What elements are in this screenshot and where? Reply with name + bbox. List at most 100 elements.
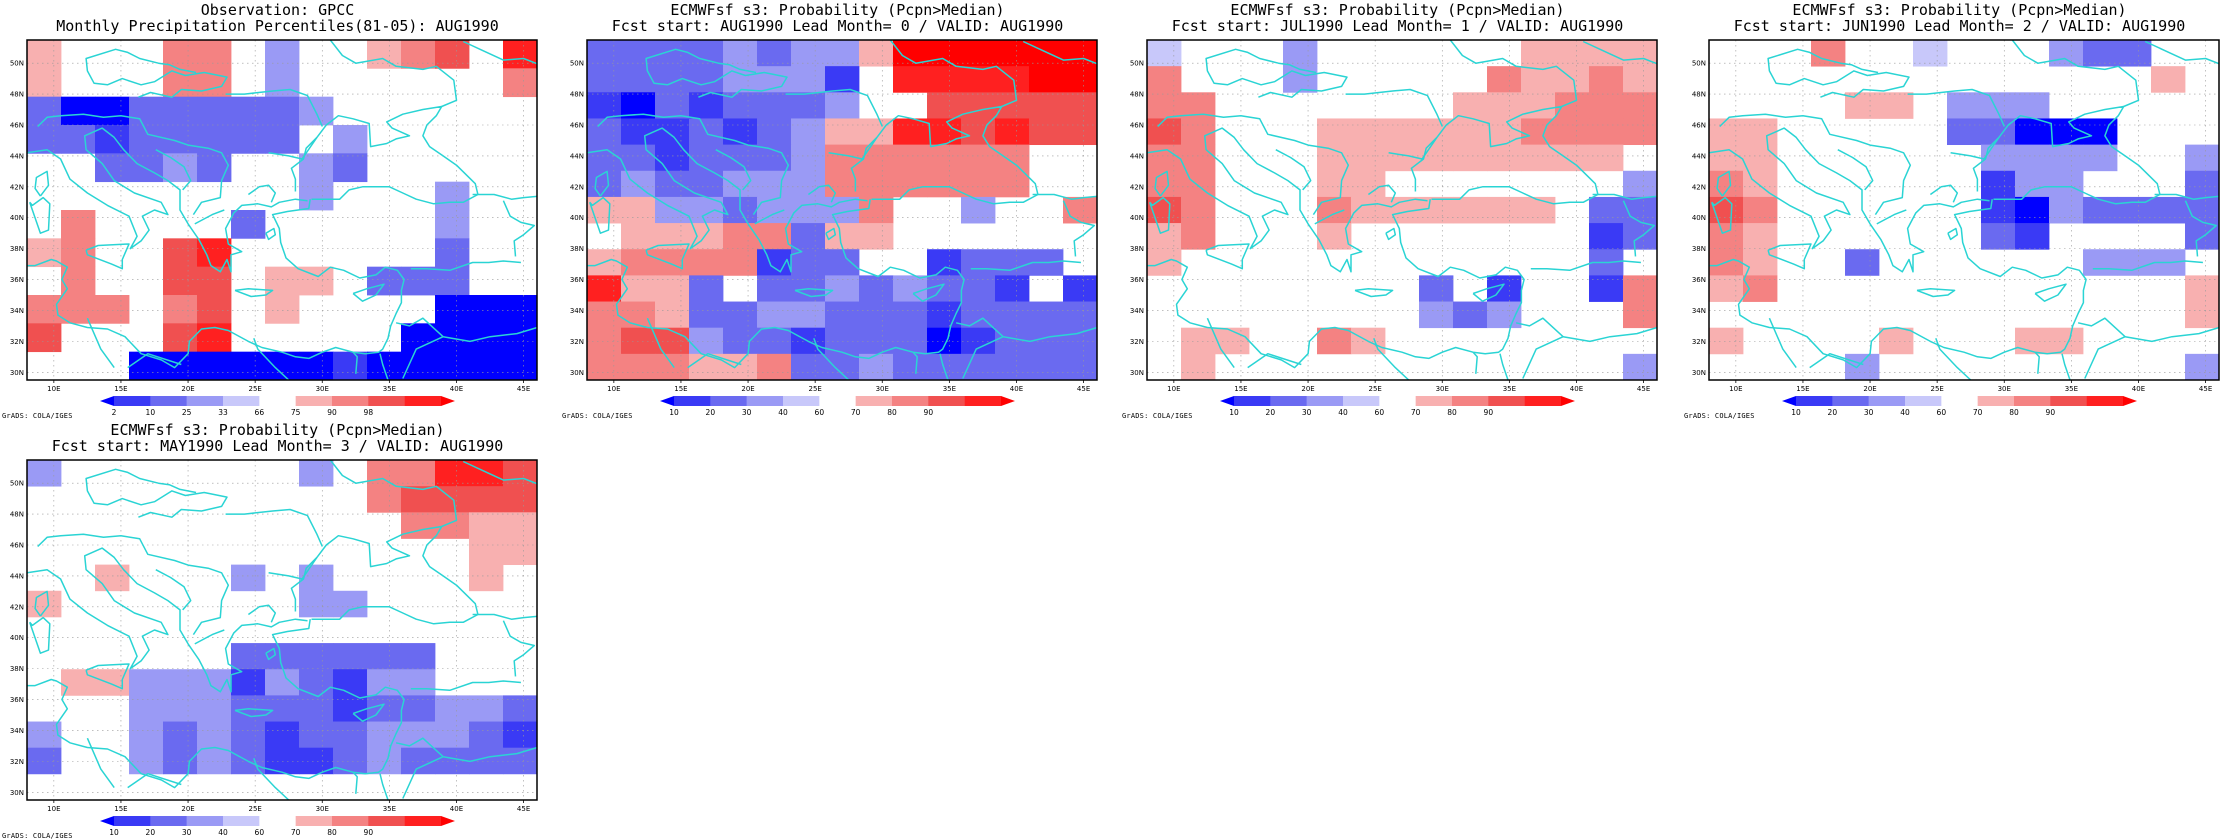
grid-cell (995, 118, 1030, 146)
grid-cell (1981, 196, 2016, 224)
probability-map: 10E 15E 20E 25E 30E 35E 40E 45E 30N 32N 34N 36N 38N 4… (1692, 39, 2220, 417)
grid-cell (1063, 275, 1098, 302)
grid-cell (401, 266, 436, 296)
panel-title-line-1: ECMWFsf s3: Probability (Pcpn>Median) (1230, 1, 1565, 19)
grid-cell (299, 181, 334, 211)
grid-cell (503, 695, 538, 722)
grid-cell (723, 353, 758, 381)
legend-label: 40 (1338, 408, 1348, 417)
lon-tick-label: 15E (114, 805, 127, 813)
grid-cell (1623, 170, 1658, 198)
probability-map: 10E 15E 20E 25E 30E 35E 40E 45E 30N 32N 34N 36N 38N 4… (570, 39, 1098, 417)
lat-tick-label: 30N (10, 789, 24, 797)
lat-tick-label: 44N (1692, 152, 1706, 160)
grid-cell (2185, 353, 2220, 381)
grid-cell (367, 266, 402, 296)
grid-cell (2083, 40, 2118, 67)
lat-tick-label: 46N (10, 542, 24, 550)
lat-tick-label: 30N (1130, 369, 1144, 377)
lat-tick-label: 34N (570, 307, 584, 315)
grid-cell (401, 747, 436, 775)
legend-label: 30 (742, 408, 752, 417)
grid-cell (1351, 170, 1386, 198)
grads-credit: GrADS: COLA/IGES (2, 832, 73, 840)
grid-cell (1419, 144, 1454, 172)
lat-tick-label: 44N (10, 152, 24, 160)
grads-credit: GrADS: COLA/IGES (2, 412, 73, 420)
grid-cell (757, 118, 792, 146)
grid-cell (163, 96, 198, 126)
grid-cell (757, 144, 792, 172)
grid-cell (265, 669, 300, 696)
grid-cell (1351, 144, 1386, 172)
color-legend: 10 20 30 40 60 70 80 90 (100, 816, 455, 837)
grid-cell (1589, 144, 1624, 172)
grid-cell (1743, 118, 1778, 146)
grid-cell (1555, 118, 1590, 146)
grid-cells (587, 40, 1098, 381)
grid-cell (435, 512, 470, 539)
grid-cell (655, 144, 690, 172)
grid-cell (791, 353, 826, 381)
grid-cell (1623, 275, 1658, 302)
grid-cell (1589, 66, 1624, 93)
legend-label: 40 (218, 828, 228, 837)
axis-labels: 10E 15E 20E 25E 30E 35E 40E 45E 30N 32N 34N 36N 38N 4… (10, 480, 530, 813)
grid-cell (1063, 327, 1098, 355)
grid-cell (961, 66, 996, 93)
grid-cell (927, 92, 962, 119)
grid-cell (655, 92, 690, 119)
grid-cell (469, 351, 504, 381)
legend-label: 60 (1937, 408, 1947, 417)
grid-cell (265, 266, 300, 296)
grid-cell (163, 669, 198, 696)
legend-label: 40 (778, 408, 788, 417)
grid-cell (333, 125, 368, 154)
grid-cell (2185, 275, 2220, 302)
grid-cell (27, 721, 62, 749)
grid-cell (1147, 144, 1182, 172)
grid-cell (1063, 66, 1098, 93)
grid-cell (163, 747, 198, 775)
lat-tick-label: 50N (570, 60, 584, 68)
grid-cell (1029, 92, 1064, 119)
grid-cell (197, 669, 232, 696)
grid-cell (655, 353, 690, 381)
grid-cell (2049, 118, 2084, 146)
panel-title-line-1: ECMWFsf s3: Probability (Pcpn>Median) (670, 1, 1005, 19)
grid-cell (333, 153, 368, 183)
grid-cell (723, 40, 758, 67)
lat-tick-label: 48N (570, 91, 584, 99)
lon-tick-label: 45E (517, 385, 530, 393)
grid-cell (367, 486, 402, 513)
grid-cell (27, 40, 62, 69)
grid-cell (299, 153, 334, 183)
grid-cell (435, 351, 470, 381)
grid-cell (995, 301, 1030, 329)
lon-tick-label: 35E (1503, 385, 1516, 393)
grid-cell (1743, 223, 1778, 250)
grid-cell (1419, 196, 1454, 224)
grid-cell (61, 238, 96, 268)
grid-cell (197, 266, 232, 296)
grid-cell (265, 295, 300, 324)
lat-tick-label: 46N (10, 122, 24, 130)
lon-tick-label: 15E (1234, 385, 1247, 393)
grid-cell (621, 196, 656, 224)
lat-tick-label: 32N (10, 338, 24, 346)
lon-tick-label: 20E (181, 805, 194, 813)
plot-frame (586, 39, 1098, 381)
grid-cell (1709, 223, 1744, 250)
legend-label: 20 (146, 828, 156, 837)
grid-cell (503, 295, 538, 324)
grid-cell (401, 486, 436, 513)
lon-tick-label: 10E (1167, 385, 1180, 393)
grid-cell (1351, 118, 1386, 146)
grid-cell (1181, 144, 1216, 172)
grid-cell (757, 92, 792, 119)
grid-cells (27, 40, 538, 381)
gridlines (1709, 40, 2219, 380)
grid-cell (1981, 118, 2016, 146)
grid-cell (333, 590, 368, 618)
lat-tick-label: 48N (1130, 91, 1144, 99)
